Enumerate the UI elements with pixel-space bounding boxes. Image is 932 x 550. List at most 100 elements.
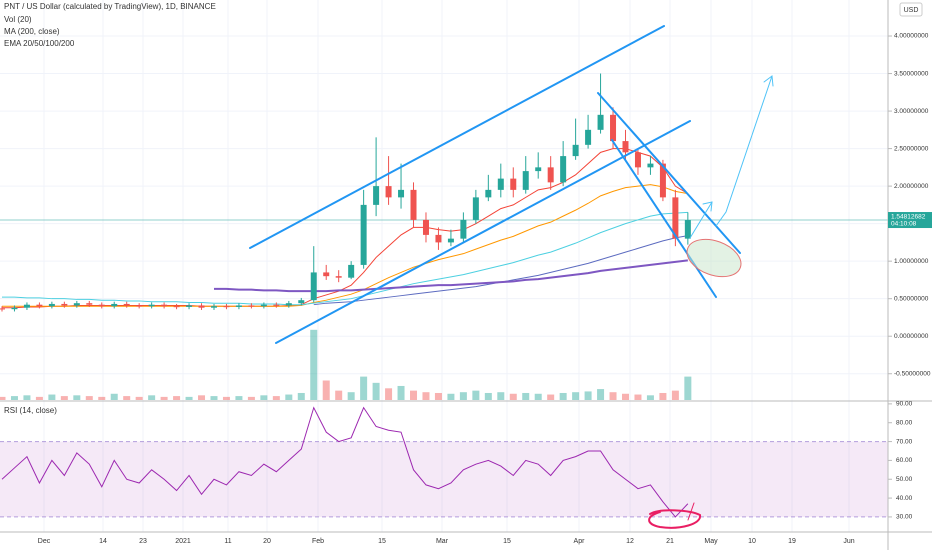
candle-body <box>597 114 604 130</box>
candle-body <box>0 308 5 310</box>
candle-body <box>86 303 93 305</box>
x-tick-label: Mar <box>436 538 449 545</box>
ma-line <box>2 211 688 306</box>
y-tick-label: 0.50000000 <box>894 295 929 302</box>
target-ellipse <box>686 238 742 278</box>
volume-bar <box>659 392 667 400</box>
volume-bar <box>297 392 305 400</box>
last-price-label: 1.54812682 <box>891 214 926 221</box>
rsi-tick-label: 50.00 <box>896 476 913 483</box>
volume-bar <box>347 392 355 400</box>
candle-body <box>684 220 691 239</box>
countdown-label: 04:10:08 <box>891 221 917 228</box>
candle-body <box>210 306 217 308</box>
candle-body <box>223 306 230 308</box>
volume-bar <box>310 329 318 400</box>
candle-body <box>235 305 242 307</box>
volume-bar <box>634 394 642 400</box>
volume-bar <box>522 392 530 400</box>
volume-bar <box>459 392 467 400</box>
volume-bar <box>360 376 368 400</box>
volume-bar <box>472 390 480 400</box>
volume-bar <box>422 392 430 400</box>
candle-body <box>497 178 504 190</box>
volume-bar <box>509 393 517 400</box>
candle-body <box>98 304 105 307</box>
volume-bar <box>609 392 617 400</box>
ma-line <box>213 259 688 293</box>
rsi-title: RSI (14, close) <box>4 406 57 415</box>
volume-bar <box>335 390 343 400</box>
arrow-head <box>763 75 774 87</box>
volume-bar <box>447 393 455 400</box>
volume-bar <box>148 395 156 400</box>
rsi-tick-label: 70.00 <box>896 438 913 445</box>
candle-body <box>348 264 355 278</box>
candle-body <box>48 303 55 307</box>
volume-bar <box>85 396 93 400</box>
currency-label: USD <box>904 7 919 14</box>
candle-body <box>198 305 205 308</box>
candle-body <box>111 303 118 307</box>
candle-body <box>672 197 679 239</box>
candle-body <box>647 163 654 168</box>
rsi-tick-label: 90.00 <box>896 401 913 408</box>
volume-bar <box>73 395 81 400</box>
x-tick-label: Apr <box>574 538 586 545</box>
candle-body <box>186 305 193 307</box>
volume-bar <box>10 396 18 400</box>
candle-body <box>510 178 517 190</box>
candle-body <box>572 144 579 157</box>
y-tick-label: 3.00000000 <box>894 108 929 115</box>
volume-bar <box>559 392 567 400</box>
candle-body <box>123 303 130 306</box>
arrow-up-large <box>715 75 773 227</box>
volume-bar <box>272 396 280 400</box>
volume-bar <box>385 388 393 400</box>
volume-bar <box>173 396 181 400</box>
x-tick-label: 14 <box>99 538 107 545</box>
candle-body <box>560 156 567 183</box>
candle-body <box>485 189 492 198</box>
volume-bar <box>210 396 218 400</box>
volume-bar <box>222 396 230 400</box>
candle-body <box>161 304 168 307</box>
candle-body <box>173 306 180 308</box>
volume-bar <box>48 394 56 400</box>
falling-bottom <box>611 139 717 298</box>
volume-bar <box>646 395 654 400</box>
volume-bar <box>372 382 380 400</box>
candle-body <box>447 238 454 243</box>
volume-bar <box>572 392 580 400</box>
volume-bar <box>547 394 555 400</box>
channel-bottom <box>275 120 691 344</box>
volume-bar <box>434 392 442 400</box>
rsi-line <box>1 406 689 518</box>
chart-title: PNT / US Dollar (calculated by TradingVi… <box>4 2 216 11</box>
currency-button[interactable] <box>899 2 923 17</box>
volume-bar <box>185 396 193 400</box>
y-tick-label: 0.00000000 <box>894 333 929 340</box>
x-tick-label: 12 <box>626 538 634 545</box>
y-tick-label: 1.00000000 <box>894 258 929 265</box>
volume-bar <box>198 395 206 400</box>
rsi-tick <box>687 502 695 521</box>
volume-bar <box>497 392 505 400</box>
volume-bar <box>135 396 143 400</box>
volume-bar <box>247 396 255 400</box>
volume-bar <box>597 389 605 400</box>
volume-bar <box>397 385 405 400</box>
volume-bar <box>484 392 492 400</box>
volume-bar <box>534 393 542 400</box>
candle-body <box>298 300 305 304</box>
volume-bar <box>622 393 629 400</box>
x-tick-label: May <box>704 538 718 545</box>
x-tick-label: Dec <box>38 538 51 545</box>
volume-bar <box>235 396 243 400</box>
rsi-tick-label: 80.00 <box>896 419 913 426</box>
x-tick-label: 19 <box>788 538 796 545</box>
x-tick-label: 11 <box>224 538 231 545</box>
candle-body <box>260 304 267 307</box>
volume-bar <box>0 396 6 400</box>
candle-body <box>472 197 479 220</box>
